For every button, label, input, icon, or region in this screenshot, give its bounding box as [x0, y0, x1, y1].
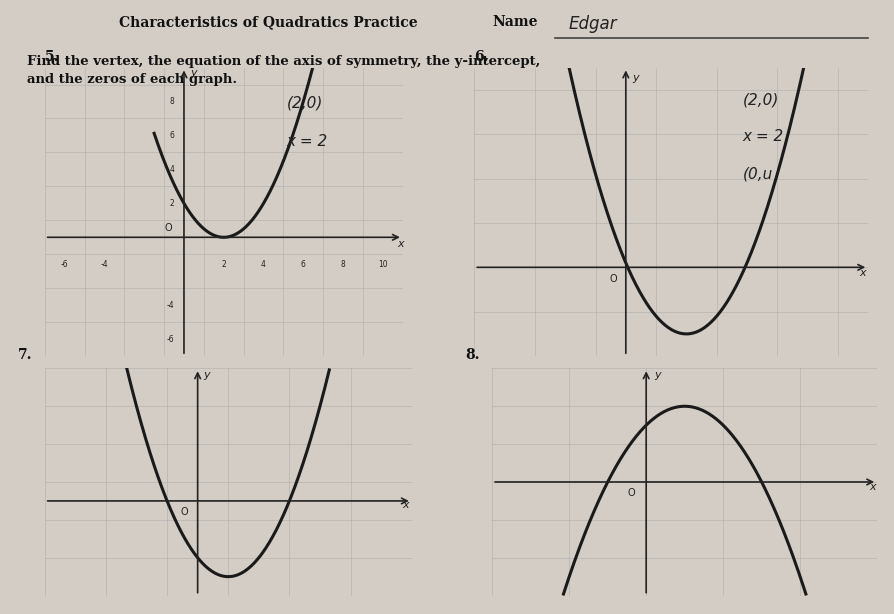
Text: (0,u: (0,u	[742, 166, 772, 181]
Text: (2,0): (2,0)	[742, 92, 779, 107]
Text: x: x	[858, 268, 864, 278]
Text: 6: 6	[300, 260, 306, 270]
Text: 2: 2	[221, 260, 226, 270]
Text: y: y	[631, 73, 637, 83]
Text: 8: 8	[341, 260, 345, 270]
Text: x: x	[868, 481, 875, 492]
Text: x: x	[396, 239, 403, 249]
Text: Name: Name	[492, 15, 537, 29]
Text: 6: 6	[169, 131, 173, 140]
Text: x = 2: x = 2	[286, 134, 327, 149]
Text: 4: 4	[261, 260, 266, 270]
Text: x: x	[402, 500, 409, 510]
Text: 7.: 7.	[18, 348, 32, 362]
Text: O: O	[181, 507, 189, 516]
Text: y: y	[204, 370, 210, 380]
Text: 2: 2	[169, 199, 173, 208]
Text: y: y	[190, 68, 197, 78]
Text: -4: -4	[100, 260, 108, 270]
Text: -6: -6	[61, 260, 68, 270]
Text: 6.: 6.	[474, 50, 488, 64]
Text: 10: 10	[377, 260, 387, 270]
Text: Characteristics of Quadratics Practice: Characteristics of Quadratics Practice	[119, 15, 417, 29]
Text: -4: -4	[166, 301, 173, 309]
Text: 8: 8	[169, 97, 173, 106]
Text: 8.: 8.	[465, 348, 479, 362]
Text: 4: 4	[169, 165, 173, 174]
Text: O: O	[609, 274, 616, 284]
Text: y: y	[654, 370, 660, 380]
Text: 5.: 5.	[45, 50, 59, 64]
Text: (2,0): (2,0)	[286, 95, 323, 111]
Text: O: O	[627, 488, 634, 498]
Text: -6: -6	[166, 335, 173, 344]
Text: x = 2: x = 2	[742, 129, 783, 144]
Text: Find the vertex, the equation of the axis of symmetry, the y-intercept,
and the : Find the vertex, the equation of the axi…	[27, 55, 539, 86]
Text: O: O	[164, 222, 172, 233]
Text: Edgar: Edgar	[568, 15, 616, 33]
